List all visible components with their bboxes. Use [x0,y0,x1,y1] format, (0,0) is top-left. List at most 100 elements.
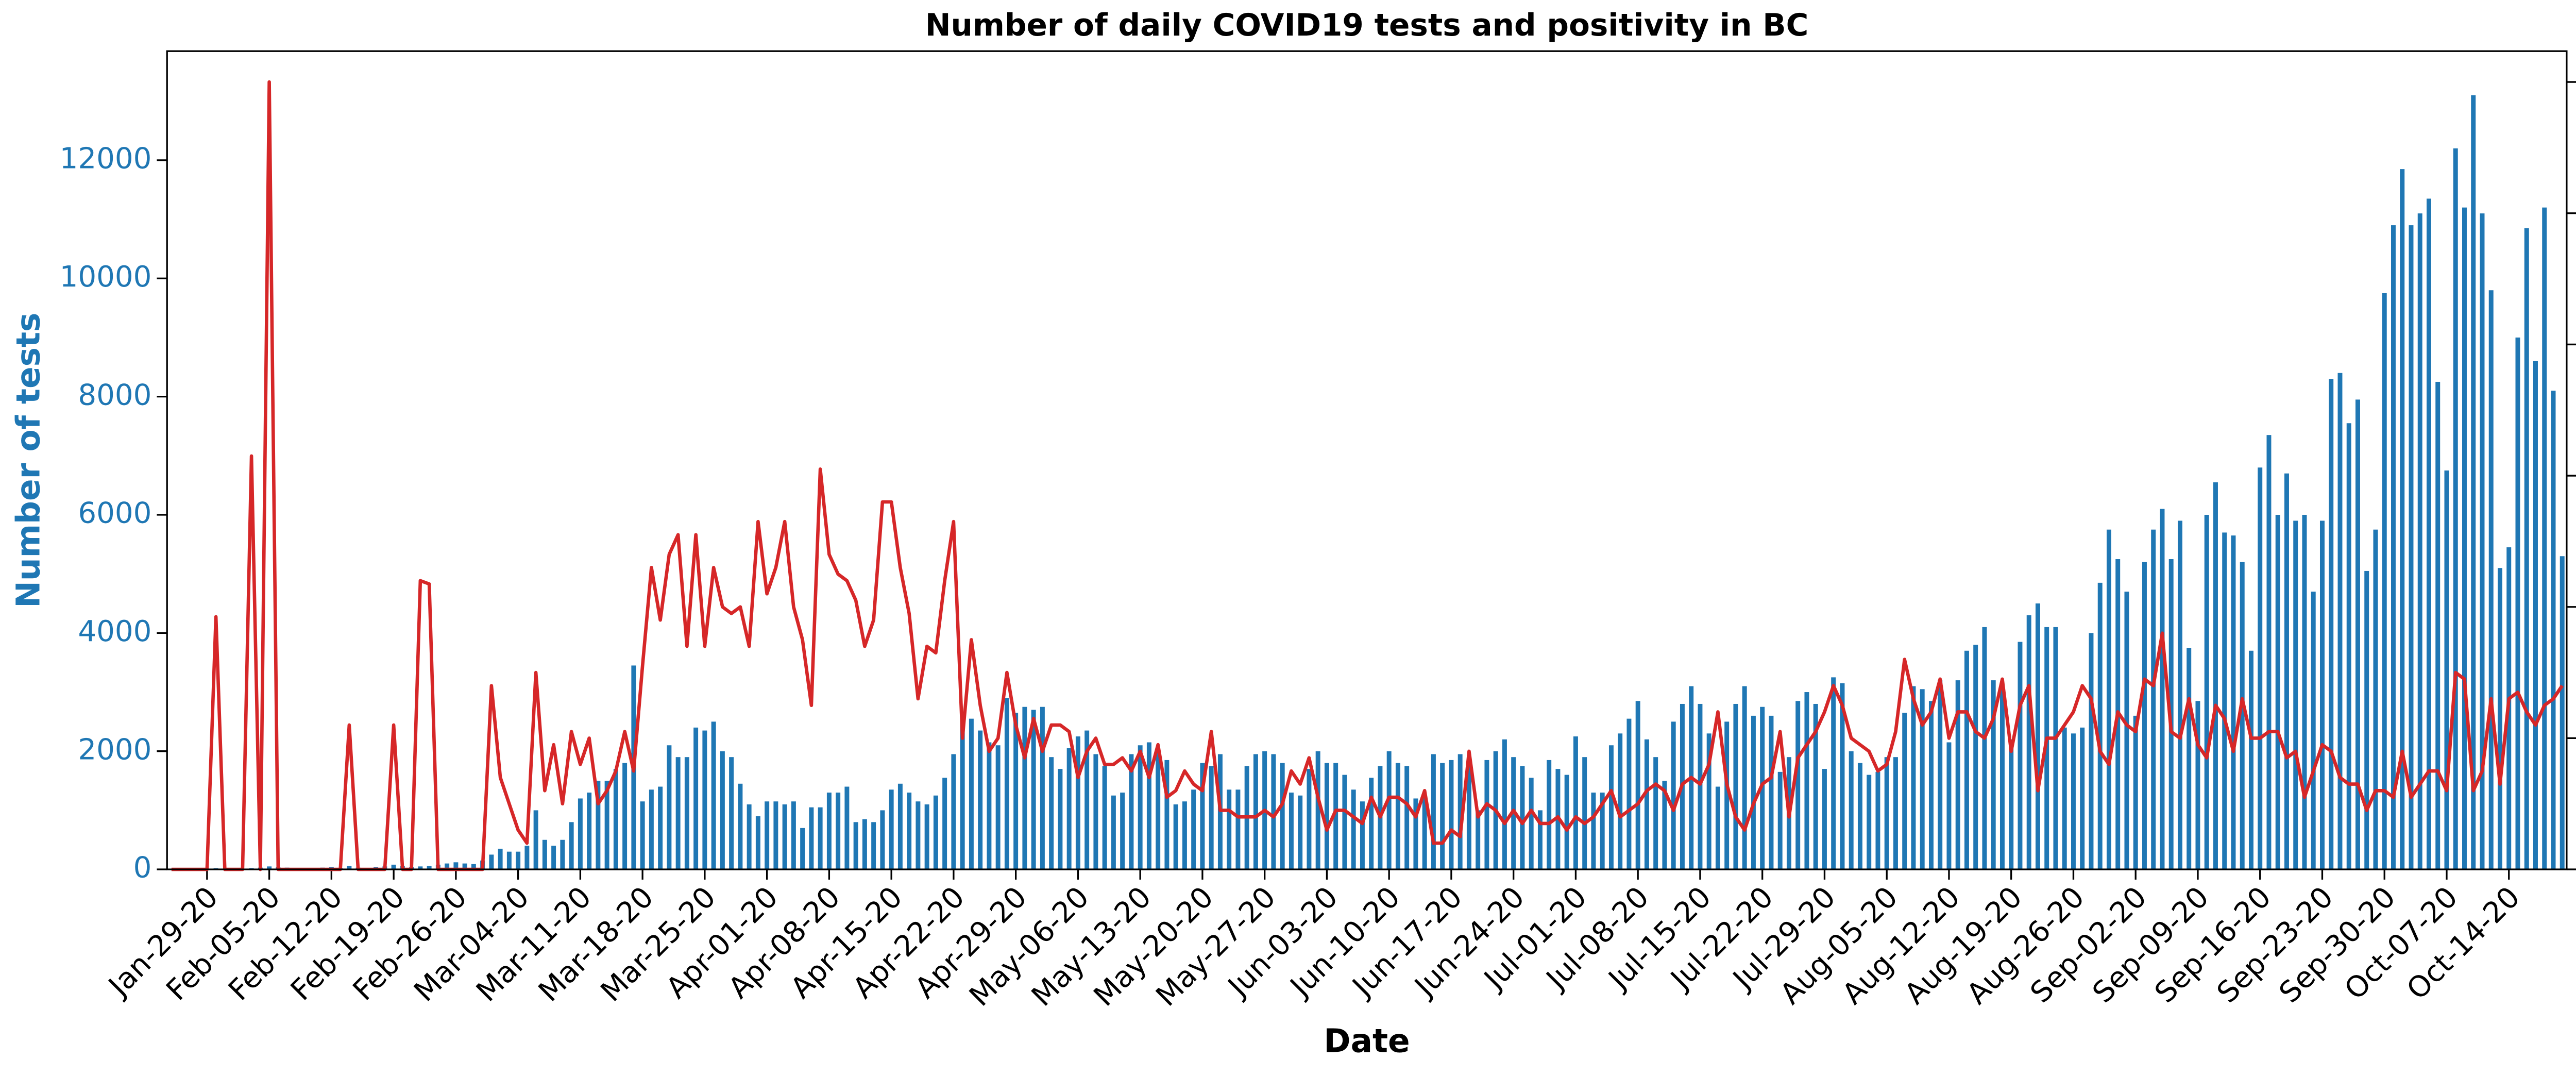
bar [1280,763,1285,870]
bar [702,730,707,870]
bar [951,754,956,870]
bar [1653,757,1658,870]
bar [1253,754,1258,870]
bar [1591,792,1596,870]
bar [471,864,476,870]
bar [516,851,521,870]
bar [1822,769,1827,870]
bar [871,822,876,870]
bar [1564,775,1569,870]
bar [1120,792,1125,870]
bar [1271,754,1276,870]
bar [1991,680,1996,870]
bar [1360,801,1365,870]
bar [1031,710,1036,870]
bar [2524,228,2529,870]
bar [1324,763,1329,870]
bar [1618,733,1623,870]
bar [1351,789,1356,870]
y-tick-label: 2000 [78,733,151,766]
bar [2329,379,2334,870]
bar [2275,515,2280,870]
bar [2551,391,2556,870]
bar [1182,801,1187,870]
bar [2542,207,2547,870]
bar [1706,733,1711,870]
bar [1698,703,1703,870]
y-tick-label: 8000 [78,378,151,412]
bar [809,807,814,870]
bar [2160,509,2165,870]
bar [2400,169,2405,870]
bar [1884,757,1889,870]
bar [2142,562,2147,870]
bar [1395,763,1400,870]
bar [1795,701,1801,870]
bar [1040,707,1045,870]
bar [1058,769,1063,870]
bar [1875,771,1880,870]
bar [1386,751,1392,870]
bar [1440,763,1445,870]
bar [2222,532,2227,870]
bar [489,854,494,870]
bar [836,792,841,870]
bar [2053,627,2058,870]
bar [747,804,752,870]
bar [1537,810,1543,870]
bar [2071,733,2076,870]
bar [2204,515,2209,870]
bar [711,721,716,870]
bar [2560,556,2565,870]
bar [2533,361,2538,870]
bar [2364,570,2369,870]
bar [2515,337,2520,870]
bar [1413,798,1418,870]
bar [2248,650,2253,870]
bar [1013,713,1019,870]
bar [1626,718,1632,870]
bar [427,866,432,870]
bar [889,789,894,870]
bar [2373,529,2378,870]
bar [1315,751,1320,870]
bar [853,822,858,870]
bar [1813,703,1818,870]
bar [1520,766,1525,870]
bar [2346,423,2351,870]
bar [1946,742,1952,870]
bar [1146,742,1151,870]
bar [2319,520,2325,870]
bar [1920,689,1925,870]
bar [800,828,805,870]
bar [2382,293,2387,870]
bar [560,839,565,870]
bar [2284,473,2289,870]
bar [1893,757,1898,870]
bar [1102,766,1107,870]
bar [418,866,423,870]
bar [942,778,947,870]
bar [2409,225,2414,870]
bar [2311,592,2316,870]
bar [1369,778,1374,870]
bar [1982,627,1987,870]
bar [1333,763,1338,870]
bar [738,783,743,870]
bar [453,862,459,870]
bar [693,727,699,870]
bar [1849,751,1854,870]
bar [347,866,352,870]
bar [2089,633,2094,870]
bar [551,846,556,870]
bar [1084,730,1090,870]
bar [1209,766,1214,870]
bar [1635,701,1640,870]
bar [2062,727,2067,870]
bar [2462,207,2467,870]
bar [658,786,663,870]
bar [995,745,1001,870]
bar [587,792,592,870]
bar [1742,686,1747,870]
positivity-line [171,80,2564,871]
